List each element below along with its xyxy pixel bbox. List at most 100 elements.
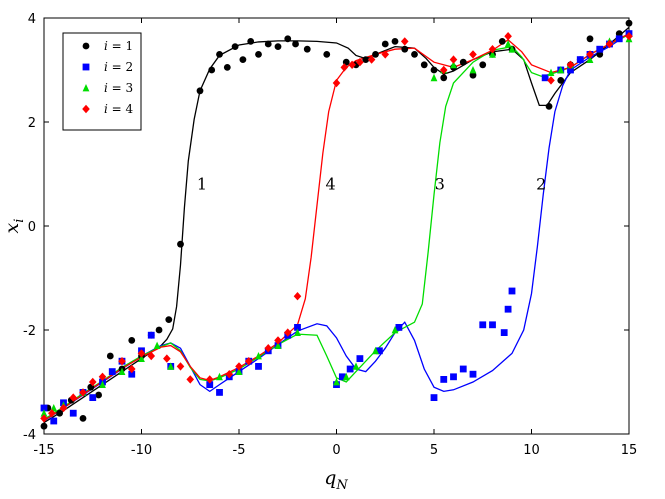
data-point-i4 [504, 32, 512, 41]
data-point-i3 [99, 380, 106, 388]
data-point-i1 [165, 316, 173, 323]
data-point-i3 [153, 341, 161, 349]
data-point-i1 [440, 74, 448, 82]
legend-var: i [104, 39, 108, 53]
data-point-i3 [216, 372, 223, 381]
x-tick-label: -5 [233, 443, 246, 458]
data-point-i1 [177, 240, 184, 248]
data-point-i4 [147, 351, 156, 361]
data-point-i3 [255, 352, 262, 360]
data-point-i2 [489, 321, 496, 329]
data-point-i4 [586, 50, 594, 59]
data-point-i3 [489, 50, 496, 58]
data-point-i4 [605, 39, 614, 49]
data-point-i4 [69, 393, 78, 402]
legend-var: i [104, 102, 108, 116]
legend-value: 4 [126, 102, 134, 116]
y-tick-label: 2 [28, 116, 36, 131]
data-point-i3 [138, 354, 145, 362]
data-point-i3 [391, 326, 399, 334]
data-point-i4 [235, 362, 243, 371]
data-point-i4 [340, 63, 349, 72]
data-point-i3 [40, 409, 48, 417]
legend: i = 1i = 2i = 3i = 4 [62, 32, 142, 131]
data-point-i1 [498, 38, 506, 45]
legend-value: 2 [126, 60, 134, 74]
x-tick-label: 10 [523, 443, 540, 458]
data-point-i1 [625, 19, 633, 27]
data-point-i4 [274, 336, 282, 345]
data-point-i2 [147, 331, 155, 339]
data-point-i2 [469, 370, 477, 378]
data-point-i1 [596, 51, 604, 58]
data-point-i3 [372, 346, 379, 355]
curve-label-2: 2 [536, 175, 546, 194]
data-point-i2 [356, 355, 364, 362]
data-point-i2 [576, 56, 584, 63]
data-point-i2 [430, 394, 438, 401]
legend-eq: = [108, 102, 126, 116]
data-point-i3 [469, 66, 477, 74]
data-point-i4 [118, 357, 126, 366]
y-axis-label: xi [1, 219, 27, 234]
x-tick-label: -15 [33, 443, 54, 458]
curve-label-1: 1 [197, 175, 207, 194]
series-line-i1 [43, 26, 630, 424]
x-tick-label: 15 [621, 443, 638, 458]
data-point-i1 [420, 61, 428, 69]
data-point-i4 [469, 50, 477, 59]
data-point-i2 [69, 409, 77, 417]
data-point-i2 [508, 287, 516, 295]
data-point-i3 [352, 362, 360, 370]
data-point-i4 [264, 344, 273, 353]
data-point-i4 [400, 37, 409, 46]
data-point-i1 [106, 352, 114, 360]
legend-marker-i4 [82, 104, 90, 114]
data-point-i3 [167, 362, 175, 370]
data-point-i2 [40, 404, 48, 412]
data-point-i4 [225, 370, 234, 379]
data-point-i2 [479, 321, 487, 329]
legend-marker-i2 [82, 63, 90, 71]
data-point-i1 [196, 87, 204, 95]
data-point-i2 [338, 373, 346, 381]
data-point-i3 [504, 40, 512, 48]
data-point-i4 [381, 50, 390, 59]
data-point-i1 [155, 326, 163, 334]
legend-entry-i3: i = 3 [104, 81, 133, 95]
legend-entry-i1: i = 1 [104, 39, 133, 53]
data-point-i1 [545, 103, 553, 110]
data-point-i2 [376, 347, 383, 355]
data-point-i1 [362, 56, 370, 63]
x-axis-label-var: q [324, 467, 336, 489]
y-axis-label-var: x [1, 222, 23, 233]
data-point-i1 [430, 66, 438, 74]
data-point-i4 [40, 414, 48, 423]
data-point-i2 [89, 394, 97, 401]
data-point-i2 [128, 370, 136, 378]
data-point-i1 [586, 35, 594, 43]
legend-eq: = [108, 81, 126, 95]
legend-marker-i1 [82, 42, 90, 50]
data-point-i3 [586, 55, 594, 63]
legend-var: i [104, 60, 108, 74]
data-point-i4 [137, 349, 146, 358]
data-point-i4 [98, 372, 107, 381]
data-point-i1 [239, 56, 247, 63]
data-point-i1 [223, 64, 231, 71]
data-point-i1 [128, 337, 136, 344]
data-point-i3 [342, 372, 350, 381]
data-point-i4 [547, 76, 555, 85]
data-point-i4 [367, 55, 376, 64]
x-axis-label-sub: N [335, 478, 348, 493]
data-point-i4 [625, 32, 633, 41]
legend-var: i [104, 81, 108, 95]
data-point-i2 [459, 365, 467, 373]
data-point-i2 [500, 329, 508, 336]
data-point-i1 [247, 38, 255, 45]
data-point-i4 [88, 377, 97, 387]
y-tick-label: 0 [28, 220, 36, 235]
data-point-i1 [323, 51, 331, 58]
